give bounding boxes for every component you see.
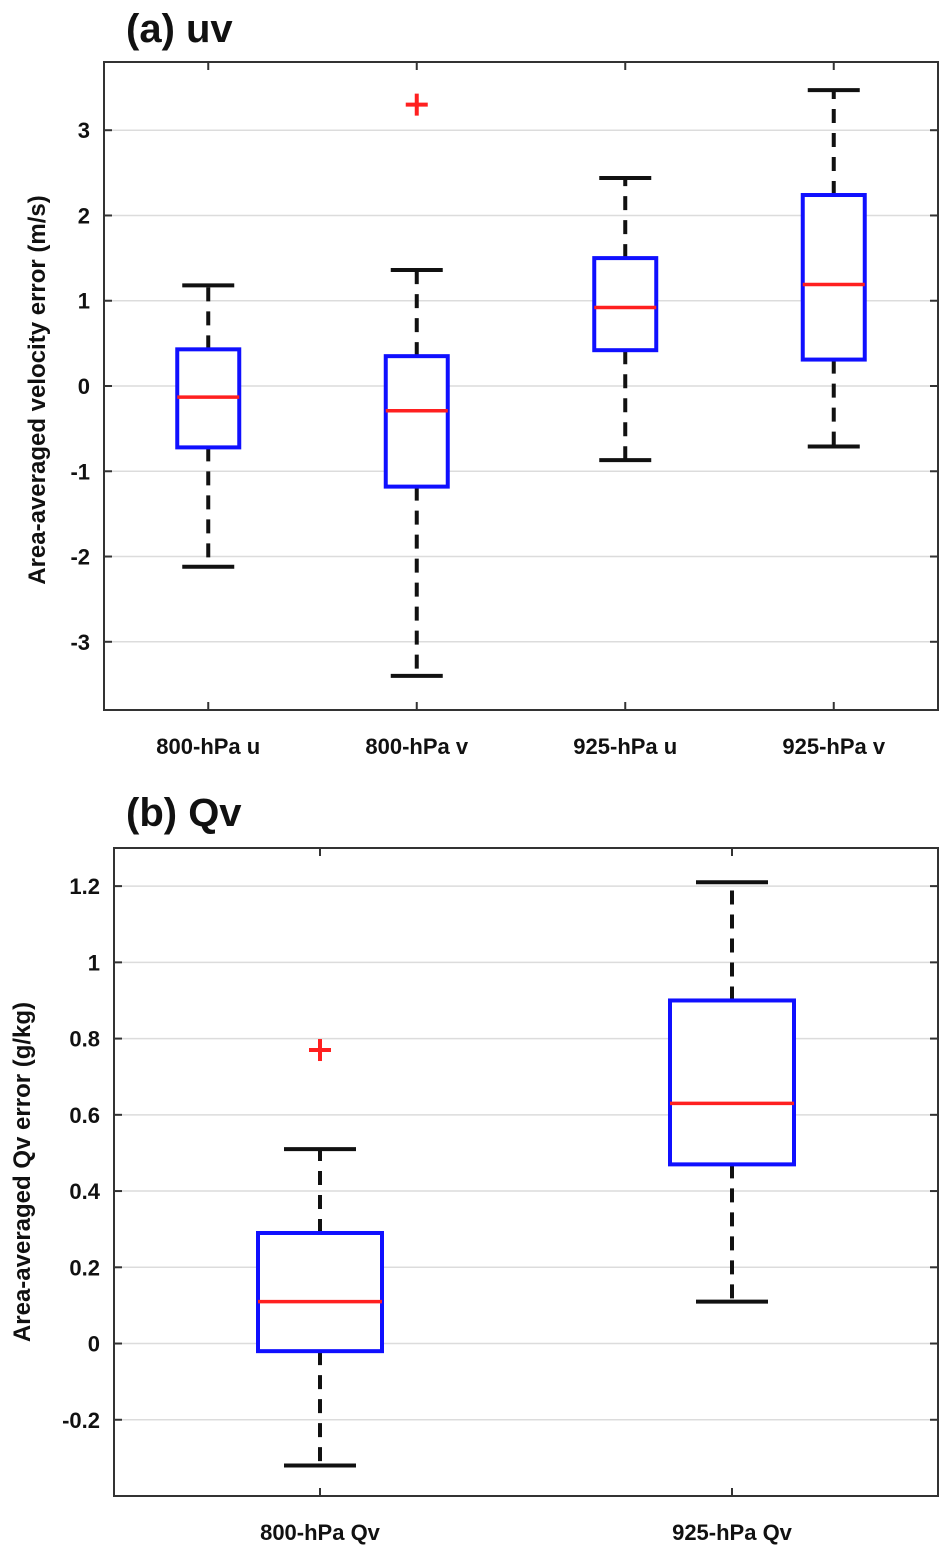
panel-qv: (b) Qv Area-averaged Qv error (g/kg) -0.… bbox=[9, 791, 939, 1545]
grid-lines bbox=[104, 129, 938, 643]
x-tick-labels: 800-hPa u 800-hPa v 925-hPa u 925-hPa v bbox=[156, 62, 886, 759]
iqr-box bbox=[668, 998, 796, 1167]
box-4 bbox=[800, 88, 867, 449]
y-tick-labels: -3 -2 -1 0 1 2 3 bbox=[70, 118, 938, 655]
box-series bbox=[175, 88, 867, 678]
outlier-marker bbox=[405, 93, 428, 116]
y-tick-label: 0.6 bbox=[69, 1103, 100, 1128]
panel-title: (b) Qv bbox=[126, 791, 242, 835]
outlier-marker bbox=[309, 1039, 331, 1062]
box-3 bbox=[592, 175, 659, 463]
panel-title: (a) uv bbox=[126, 7, 233, 51]
y-tick-label: -0.2 bbox=[62, 1408, 100, 1433]
y-tick-label: -3 bbox=[70, 630, 90, 655]
y-tick-labels: -0.2 0 0.2 0.4 0.6 0.8 1 1.2 bbox=[62, 874, 938, 1433]
iqr-box bbox=[592, 256, 659, 353]
x-tick-label: 925-hPa v bbox=[782, 734, 885, 759]
y-tick-label: 0.8 bbox=[69, 1027, 100, 1052]
x-tick-label: 925-hPa Qv bbox=[672, 1520, 793, 1545]
box-1 bbox=[175, 283, 242, 569]
y-tick-label: -1 bbox=[70, 459, 90, 484]
y-tick-label: 1 bbox=[78, 289, 90, 314]
panel-uv: (a) uv Area-averaged velocity error (m/s… bbox=[24, 7, 939, 759]
y-tick-label: 1 bbox=[88, 950, 100, 975]
iqr-box bbox=[800, 193, 867, 362]
box-series bbox=[256, 880, 796, 1468]
iqr-box bbox=[256, 1230, 384, 1354]
y-tick-label: 1.2 bbox=[69, 874, 100, 899]
y-tick-label: 0.4 bbox=[69, 1179, 100, 1204]
y-tick-label: -2 bbox=[70, 545, 90, 570]
y-tick-label: 2 bbox=[78, 203, 90, 228]
x-tick-label: 800-hPa v bbox=[365, 734, 468, 759]
box-1 bbox=[256, 1039, 384, 1468]
box-2 bbox=[383, 93, 450, 678]
x-tick-label: 800-hPa Qv bbox=[260, 1520, 381, 1545]
y-tick-label: 0 bbox=[88, 1332, 100, 1357]
y-tick-label: 3 bbox=[78, 118, 90, 143]
plot-frame bbox=[113, 847, 939, 1497]
y-axis-label: Area-averaged velocity error (m/s) bbox=[24, 195, 51, 585]
y-tick-label: 0.2 bbox=[69, 1255, 100, 1280]
grid-lines bbox=[114, 885, 938, 1421]
x-tick-label: 925-hPa u bbox=[573, 734, 677, 759]
box-2 bbox=[668, 880, 796, 1304]
y-axis-label: Area-averaged Qv error (g/kg) bbox=[9, 1002, 36, 1342]
iqr-box bbox=[383, 354, 450, 489]
y-tick-label: 0 bbox=[78, 374, 90, 399]
x-tick-labels: 800-hPa Qv 925-hPa Qv bbox=[260, 848, 793, 1545]
x-tick-label: 800-hPa u bbox=[156, 734, 260, 759]
